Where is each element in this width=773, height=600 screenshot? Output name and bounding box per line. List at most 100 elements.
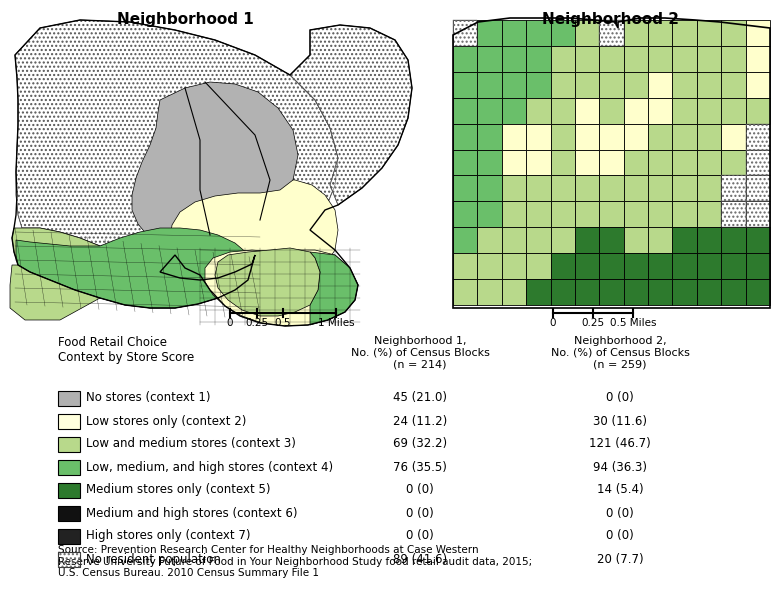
Bar	[575, 175, 599, 202]
Bar	[746, 253, 770, 279]
Bar	[526, 72, 550, 98]
Bar	[624, 253, 648, 279]
Text: Neighborhood 2,
No. (%) of Census Blocks
(n = 259): Neighborhood 2, No. (%) of Census Blocks…	[550, 336, 690, 369]
Bar	[478, 149, 502, 175]
Bar	[526, 98, 550, 124]
Bar	[502, 202, 526, 227]
Bar	[673, 202, 696, 227]
Bar	[526, 202, 550, 227]
Bar	[58, 551, 80, 566]
Text: 0.5: 0.5	[274, 318, 291, 328]
Text: Low stores only (context 2): Low stores only (context 2)	[86, 415, 247, 427]
Bar	[648, 175, 673, 202]
Bar	[624, 149, 648, 175]
Bar	[550, 175, 575, 202]
Bar	[526, 46, 550, 72]
Text: 0.25: 0.25	[581, 318, 604, 328]
Bar	[453, 20, 478, 46]
Text: 0.5 Miles: 0.5 Miles	[610, 318, 656, 328]
Bar	[599, 72, 624, 98]
Bar	[550, 202, 575, 227]
Bar	[721, 98, 746, 124]
Bar	[721, 202, 746, 227]
Bar	[746, 46, 770, 72]
Bar	[502, 175, 526, 202]
Bar	[746, 279, 770, 305]
Bar	[599, 46, 624, 72]
Bar	[673, 253, 696, 279]
Text: 30 (11.6): 30 (11.6)	[593, 415, 647, 427]
Bar	[599, 227, 624, 253]
Bar	[673, 175, 696, 202]
Bar	[550, 227, 575, 253]
Bar	[575, 149, 599, 175]
Bar	[453, 124, 478, 149]
Bar	[599, 20, 624, 46]
Bar	[550, 253, 575, 279]
Bar	[673, 98, 696, 124]
Bar	[502, 279, 526, 305]
Text: 0 (0): 0 (0)	[406, 506, 434, 520]
Text: 69 (32.2): 69 (32.2)	[393, 437, 447, 451]
Bar	[58, 529, 80, 544]
Bar	[502, 124, 526, 149]
Bar	[453, 279, 478, 305]
Text: Neighborhood 1,
No. (%) of Census Blocks
(n = 214): Neighborhood 1, No. (%) of Census Blocks…	[351, 336, 489, 369]
Bar	[746, 175, 770, 202]
Bar	[673, 227, 696, 253]
Bar	[453, 202, 478, 227]
Bar	[746, 124, 770, 149]
Text: 14 (5.4): 14 (5.4)	[597, 484, 643, 497]
Polygon shape	[10, 265, 100, 320]
Bar	[58, 482, 80, 497]
Text: Food Retail Choice
Context by Store Score: Food Retail Choice Context by Store Scor…	[58, 336, 194, 364]
Bar	[624, 202, 648, 227]
Text: Medium stores only (context 5): Medium stores only (context 5)	[86, 484, 271, 497]
Bar	[721, 175, 746, 202]
Bar	[599, 20, 624, 46]
Text: 0 (0): 0 (0)	[606, 391, 634, 404]
Bar	[624, 124, 648, 149]
Bar	[721, 279, 746, 305]
Text: Neighborhood 2: Neighborhood 2	[542, 12, 679, 27]
Bar	[696, 149, 721, 175]
Bar	[550, 20, 575, 46]
Text: Low and medium stores (context 3): Low and medium stores (context 3)	[86, 437, 296, 451]
Bar	[696, 202, 721, 227]
Polygon shape	[170, 180, 338, 298]
Bar	[696, 253, 721, 279]
Bar	[502, 149, 526, 175]
Bar	[746, 175, 770, 202]
Bar	[453, 72, 478, 98]
Bar	[673, 46, 696, 72]
Bar	[550, 124, 575, 149]
Bar	[599, 279, 624, 305]
Text: No resident population: No resident population	[86, 553, 221, 565]
Bar	[478, 98, 502, 124]
Bar	[550, 46, 575, 72]
Text: 76 (35.5): 76 (35.5)	[393, 461, 447, 473]
Bar	[502, 253, 526, 279]
Bar	[453, 149, 478, 175]
Bar	[721, 72, 746, 98]
Bar	[673, 124, 696, 149]
Text: Source: Prevention Research Center for Healthy Neighborhoods at Case Western
Res: Source: Prevention Research Center for H…	[58, 545, 533, 578]
Bar	[58, 413, 80, 428]
Bar	[696, 98, 721, 124]
Bar	[453, 227, 478, 253]
Bar	[648, 20, 673, 46]
Text: 0: 0	[226, 318, 233, 328]
Polygon shape	[12, 228, 255, 308]
Bar	[58, 437, 80, 451]
Bar	[624, 20, 648, 46]
Text: 0: 0	[550, 318, 557, 328]
Bar	[575, 124, 599, 149]
Bar	[696, 124, 721, 149]
Bar	[478, 227, 502, 253]
Bar	[721, 149, 746, 175]
Text: Medium and high stores (context 6): Medium and high stores (context 6)	[86, 506, 298, 520]
Bar	[502, 20, 526, 46]
Bar	[502, 227, 526, 253]
Polygon shape	[290, 25, 412, 205]
Bar	[648, 202, 673, 227]
